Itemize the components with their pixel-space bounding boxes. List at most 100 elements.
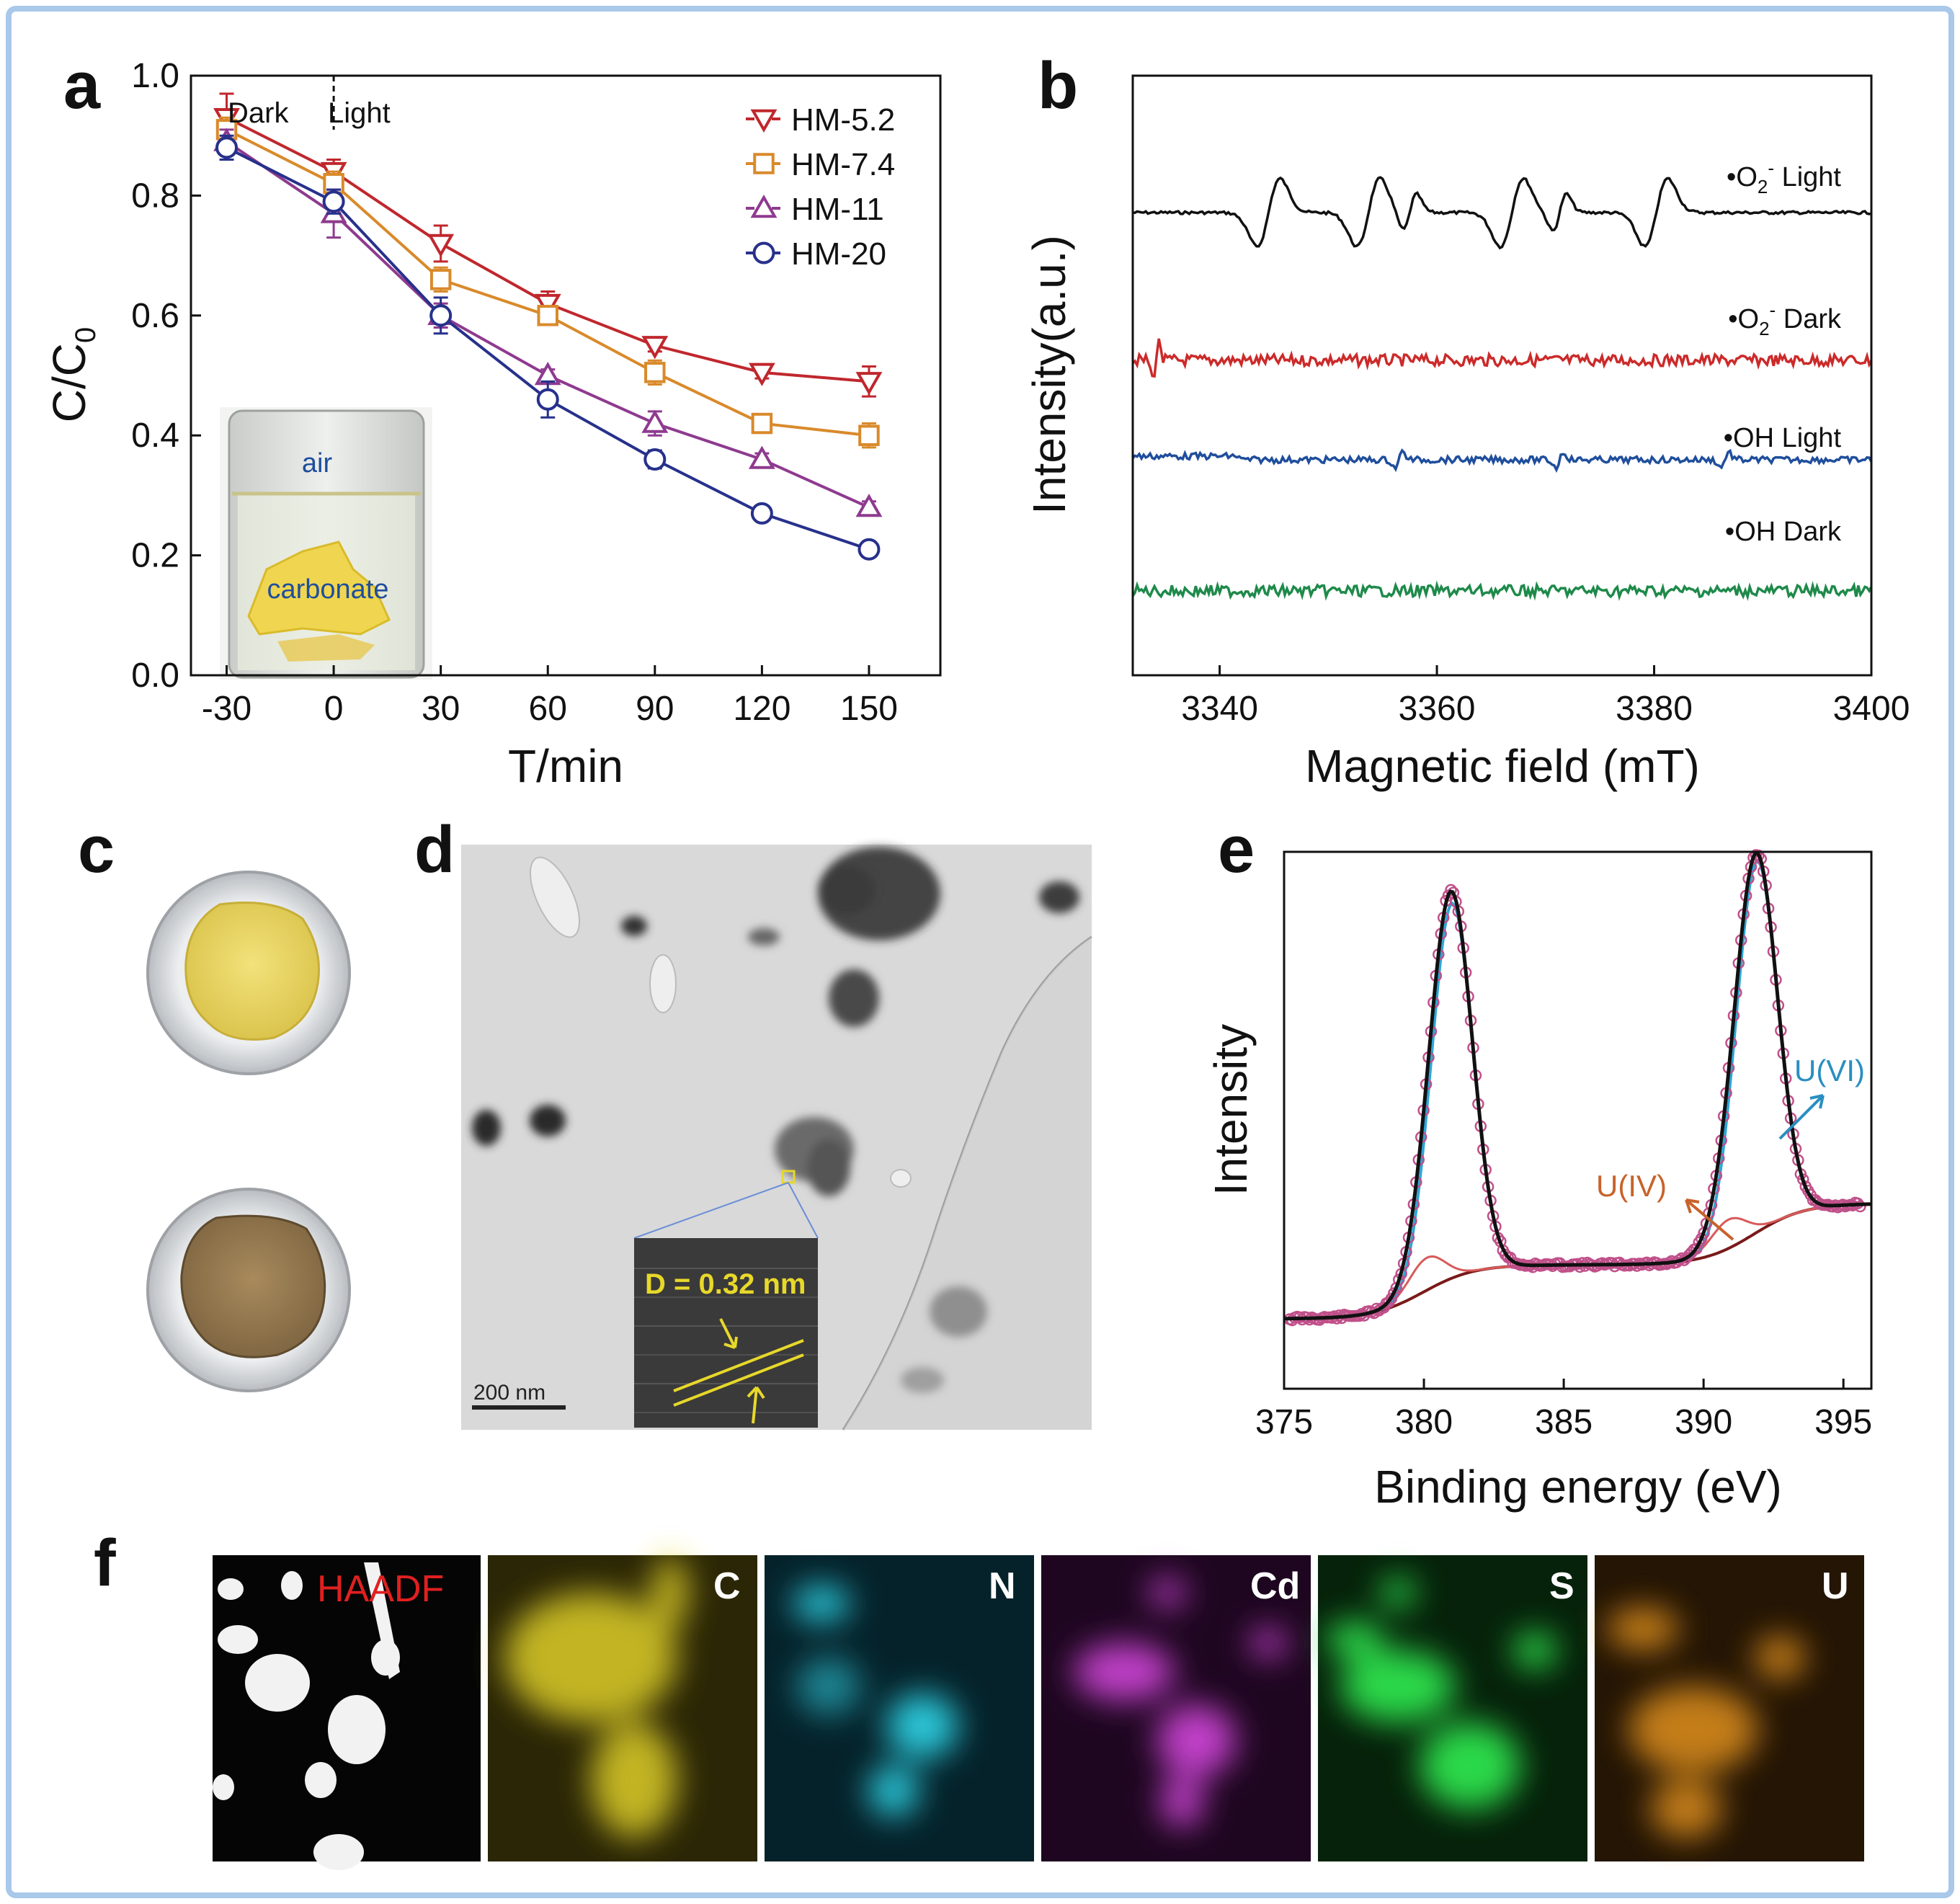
map-haadf: HAADF xyxy=(213,1555,481,1870)
data-point xyxy=(427,233,455,257)
map-label-c: C xyxy=(713,1565,741,1607)
trace-label: •OH Light xyxy=(1724,423,1842,453)
inset-beaker-photo: air carbonate xyxy=(220,407,432,680)
y-tick-label: 0.4 xyxy=(131,417,179,455)
panel-a-annotation-light: Light xyxy=(328,97,391,129)
data-point xyxy=(429,304,453,327)
panel-label-e: e xyxy=(1218,813,1255,886)
panel-label-d: d xyxy=(414,813,455,886)
xps-envelope xyxy=(1284,850,1872,1321)
x-tick-label: 0 xyxy=(324,690,344,728)
data-point xyxy=(643,448,667,471)
data-point xyxy=(858,424,880,446)
xps-data-point xyxy=(1690,1242,1703,1255)
map-label-haadf: HAADF xyxy=(317,1568,444,1610)
data-point xyxy=(537,305,558,326)
x-tick-label: 30 xyxy=(422,690,460,728)
y-tick-label: 0.6 xyxy=(131,297,179,335)
epr-trace xyxy=(1131,580,1873,602)
panel-a-ylabel-sub: 0 xyxy=(70,327,102,343)
data-point xyxy=(858,538,881,561)
x-tick-label: 3400 xyxy=(1833,690,1910,728)
x-tick-label: 60 xyxy=(529,690,567,728)
annotation-u-vi: U(VI) xyxy=(1794,1054,1865,1087)
data-point xyxy=(855,372,883,396)
panel-b-axes-frame xyxy=(1131,74,1873,677)
xps-data-point xyxy=(1695,1232,1708,1245)
trace-label: •O2- Light xyxy=(1727,157,1841,197)
panel-a-annotation-dark: Dark xyxy=(228,97,289,129)
panel-b-ylabel: Intensity(a.u.) xyxy=(1023,235,1075,515)
map-label-s: S xyxy=(1549,1565,1574,1607)
inset-label-carbonate: carbonate xyxy=(267,574,388,605)
panel-e-xlabel: Binding energy (eV) xyxy=(1374,1461,1782,1513)
map-label-n: N xyxy=(989,1565,1016,1607)
data-point xyxy=(215,136,239,159)
panel-e-ylabel: Intensity xyxy=(1205,1024,1257,1196)
panel-a-ylabel-main: C/C xyxy=(43,343,95,422)
xps-data-point xyxy=(1854,1200,1866,1213)
dish-brown-photo xyxy=(146,1188,351,1392)
hrtem-d-spacing-label: D = 0.32 nm xyxy=(645,1268,806,1300)
panel-b: 3340 3360 3380 3400 •O2- Light •O2- Dark •OH L… xyxy=(1023,74,1910,792)
dish-yellow-photo xyxy=(146,871,351,1075)
panel-label-f: f xyxy=(94,1526,116,1600)
panel-a-ylabel: C/C0 xyxy=(43,327,102,422)
legend-marker xyxy=(750,194,778,218)
trace-label: •O2- Dark xyxy=(1728,299,1842,339)
data-point xyxy=(750,502,773,525)
map-u: U xyxy=(1595,1555,1864,1861)
legend-marker xyxy=(750,109,778,133)
hrtem-inset xyxy=(634,1238,818,1428)
x-tick-label: 385 xyxy=(1535,1403,1592,1441)
legend-marker xyxy=(752,241,775,264)
x-tick-label: 150 xyxy=(840,690,898,728)
legend-label: HM-5.2 xyxy=(791,102,895,138)
y-tick-label: 0.0 xyxy=(131,657,179,695)
data-point xyxy=(644,362,666,383)
trace-label: •OH Dark xyxy=(1725,517,1842,547)
panel-a-legend: HM-5.2 HM-7.4 HM-11 HM-20 xyxy=(746,102,895,272)
x-tick-label: -30 xyxy=(202,690,251,728)
x-tick-label: 395 xyxy=(1814,1403,1872,1441)
panel-a: air carbonate -30 0 30 60 90 120 150 0.0 0.2 0.4 0… xyxy=(43,57,942,792)
panel-label-b: b xyxy=(1038,49,1078,123)
legend-label: HM-7.4 xyxy=(791,147,895,182)
legend-marker xyxy=(753,153,775,174)
panel-e-plot: 375 380 385 390 395 xyxy=(1255,849,1872,1441)
panel-f: HAADF C N xyxy=(213,1555,1864,1870)
epr-trace xyxy=(1132,176,1872,250)
annotation-u-iv: U(IV) xyxy=(1596,1169,1667,1203)
data-point xyxy=(641,336,669,360)
data-point xyxy=(641,409,669,433)
data-point xyxy=(536,388,559,411)
legend-label: HM-20 xyxy=(791,236,886,272)
data-point xyxy=(534,293,561,318)
xps-data-point xyxy=(1445,884,1457,897)
x-tick-label: 390 xyxy=(1675,1403,1732,1441)
y-tick-label: 0.8 xyxy=(131,177,179,215)
data-point xyxy=(429,269,452,290)
x-tick-label: 3380 xyxy=(1616,690,1693,728)
map-s: S xyxy=(1318,1555,1587,1861)
panel-b-xlabel: Magnetic field (mT) xyxy=(1305,740,1700,792)
panel-label-c: c xyxy=(78,813,115,886)
x-tick-label: 3360 xyxy=(1399,690,1476,728)
panel-a-plot: -30 0 30 60 90 120 150 0.0 0.2 0.4 0.6 0.8 1.0 xyxy=(131,57,898,728)
panel-a-xlabel: T/min xyxy=(508,740,623,792)
map-cd: Cd xyxy=(1041,1555,1311,1861)
legend-label: HM-11 xyxy=(791,192,884,227)
data-point xyxy=(322,190,345,213)
panel-b-plot: 3340 3360 3380 3400 •O2- Light •O2- Dark •OH L… xyxy=(1131,157,1910,728)
y-tick-label: 0.2 xyxy=(131,537,179,575)
epr-trace xyxy=(1131,448,1873,473)
y-tick-label: 1.0 xyxy=(131,57,179,95)
x-tick-label: 90 xyxy=(636,690,674,728)
map-label-u: U xyxy=(1822,1565,1849,1607)
data-point xyxy=(855,494,883,517)
map-c: C xyxy=(488,1555,757,1861)
x-tick-label: 3340 xyxy=(1181,690,1258,728)
panel-a-axes-frame xyxy=(190,74,942,677)
tem-scale-bar-label: 200 nm xyxy=(473,1381,545,1405)
